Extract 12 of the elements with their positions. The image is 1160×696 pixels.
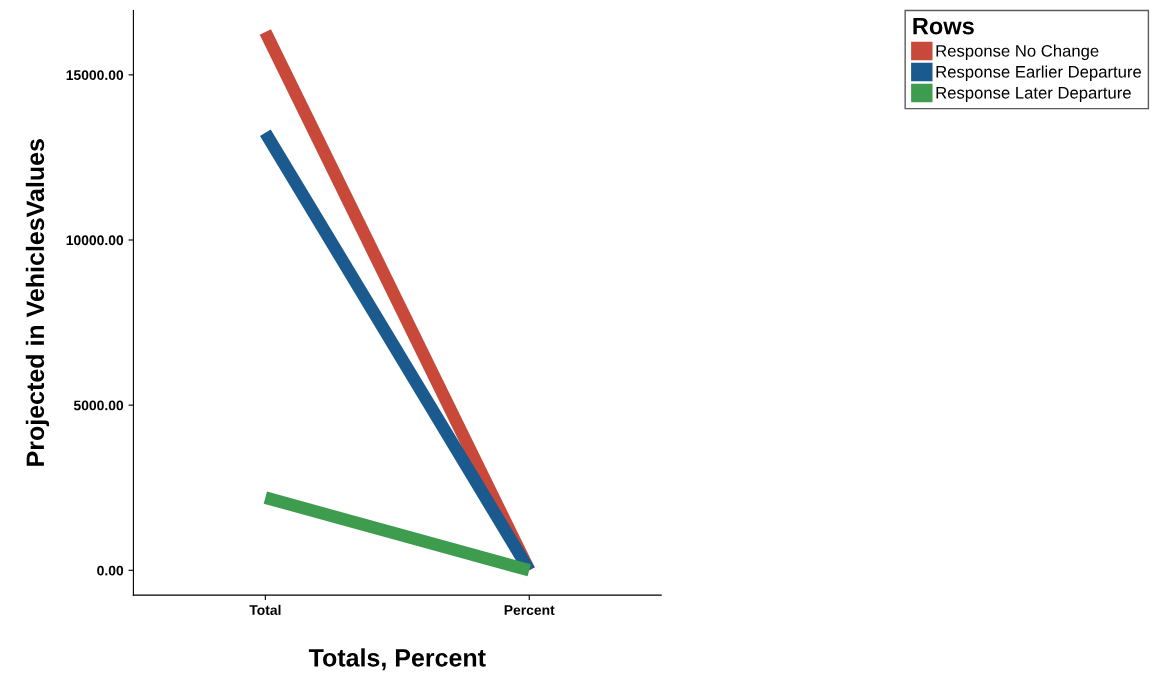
y-tick-label: 10000.00 — [66, 235, 124, 246]
legend-title: Rows — [913, 17, 974, 35]
legend-label: Response No Change — [936, 44, 1099, 61]
y-axis-title: Projected in VehiclesValues — [25, 139, 50, 466]
legend-label: Response Earlier Departure — [936, 65, 1142, 82]
x-tick-label: Total — [249, 604, 281, 615]
y-tick-label: 0.00 — [97, 565, 124, 576]
legend-label: Response Later Departure — [936, 87, 1131, 102]
x-tick-label: Percent — [504, 605, 555, 615]
y-tick-label: 15000.00 — [66, 70, 124, 81]
y-tick-label: 5000.00 — [73, 400, 124, 411]
x-axis-title: Totals, Percent — [308, 648, 486, 671]
